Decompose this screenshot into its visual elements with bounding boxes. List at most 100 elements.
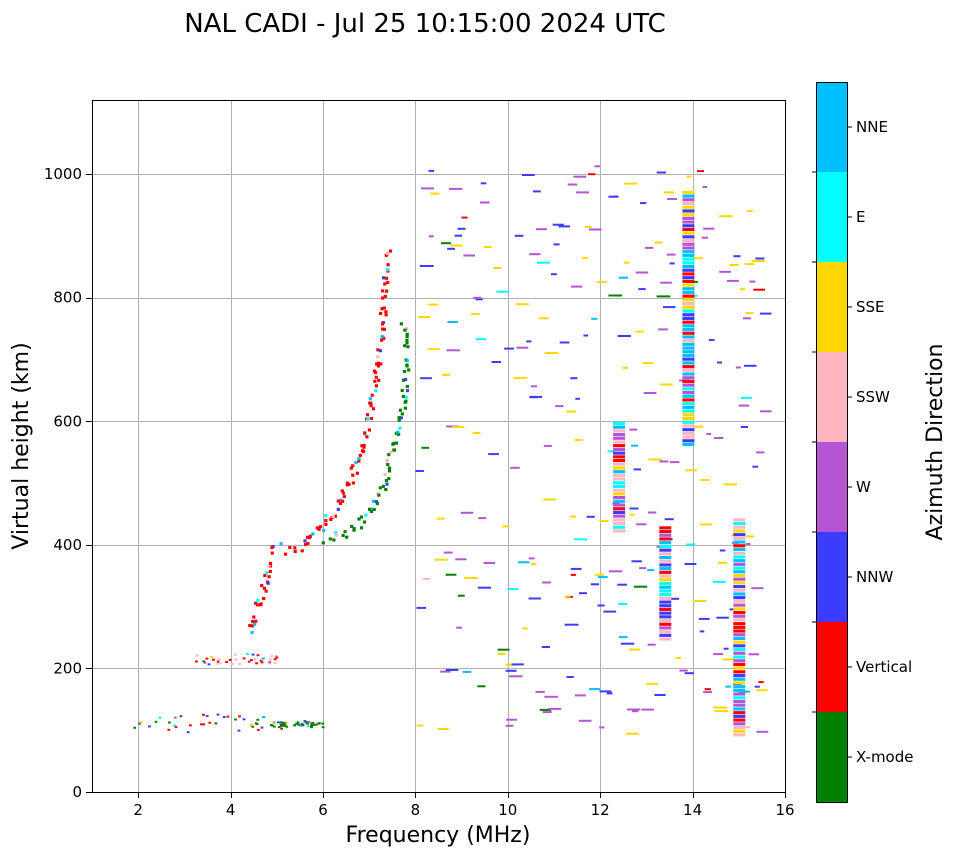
echo-point xyxy=(384,479,388,483)
echo-point xyxy=(445,669,459,671)
echo-point xyxy=(391,442,395,446)
echo-point xyxy=(242,657,246,660)
echo-point xyxy=(682,198,695,202)
echo-point xyxy=(253,658,257,661)
echo-point xyxy=(613,507,626,511)
echo-point xyxy=(682,305,695,309)
echo-point xyxy=(755,257,765,260)
echo-point xyxy=(597,576,608,579)
echo-point xyxy=(268,561,273,565)
echo-point xyxy=(374,384,378,388)
echo-point xyxy=(514,234,524,237)
echo-point xyxy=(542,711,552,714)
echo-point xyxy=(613,440,626,444)
echo-point xyxy=(558,225,570,228)
echo-point xyxy=(682,279,695,283)
echo-point xyxy=(477,685,486,688)
echo-point xyxy=(350,524,354,528)
echo-point xyxy=(660,281,672,284)
echo-point xyxy=(659,556,672,560)
echo-point xyxy=(321,722,325,725)
echo-point xyxy=(713,706,728,709)
echo-point xyxy=(233,653,237,656)
echo-point xyxy=(385,458,389,462)
echo-point xyxy=(733,696,746,700)
echo-point xyxy=(733,666,746,670)
echo-point xyxy=(382,327,387,331)
echo-point xyxy=(733,540,746,544)
echo-point xyxy=(682,409,695,413)
echo-point xyxy=(321,726,325,729)
echo-point xyxy=(516,346,529,349)
colorbar-segment xyxy=(816,532,847,622)
echo-point xyxy=(733,599,746,603)
echo-point xyxy=(682,294,695,298)
echo-point xyxy=(682,324,695,328)
echo-point xyxy=(341,499,345,503)
y-axis-label: Virtual height (km) xyxy=(9,342,34,549)
echo-point xyxy=(714,437,724,439)
echo-point xyxy=(352,526,356,530)
echo-point xyxy=(566,676,574,678)
echo-point xyxy=(646,682,659,685)
echo-point xyxy=(478,517,487,520)
echo-point xyxy=(631,560,642,563)
echo-point xyxy=(420,377,432,380)
echo-point xyxy=(389,450,393,454)
echo-point xyxy=(733,611,746,615)
echo-point xyxy=(352,528,356,532)
echo-point xyxy=(186,731,190,734)
echo-point xyxy=(310,726,313,729)
echo-point xyxy=(207,663,211,666)
echo-point xyxy=(378,486,382,490)
echo-point xyxy=(733,518,746,522)
colorbar-segment xyxy=(816,172,847,262)
x-tick-label: 6 xyxy=(318,801,328,819)
echo-point xyxy=(528,597,541,600)
echo-point xyxy=(626,732,639,735)
echo-point xyxy=(379,312,383,316)
echo-point xyxy=(745,312,754,315)
echo-point xyxy=(400,412,404,416)
echo-point xyxy=(238,715,241,718)
echo-point xyxy=(733,588,746,592)
echo-point xyxy=(255,662,258,665)
echo-point xyxy=(627,708,641,711)
echo-point xyxy=(531,563,537,566)
echo-point xyxy=(618,636,628,639)
echo-point xyxy=(659,596,672,600)
echo-point xyxy=(403,328,407,332)
echo-point xyxy=(654,694,666,696)
echo-point xyxy=(262,586,266,590)
echo-point xyxy=(405,359,409,363)
echo-point xyxy=(368,507,372,511)
echo-point xyxy=(283,724,287,727)
colorbar-label: X-mode xyxy=(856,748,913,766)
echo-point xyxy=(738,404,749,407)
echo-point xyxy=(265,571,269,575)
echo-point xyxy=(366,413,370,417)
echo-point xyxy=(733,674,746,678)
y-tick-label: 800 xyxy=(53,289,82,307)
colorbar-segment xyxy=(816,82,847,172)
echo-point xyxy=(590,583,600,586)
echo-point xyxy=(553,243,560,246)
echo-point xyxy=(682,298,695,302)
echo-point xyxy=(384,313,388,317)
echo-point xyxy=(154,720,158,723)
echo-point xyxy=(682,391,695,395)
echo-point xyxy=(613,496,626,500)
echo-point xyxy=(369,417,374,421)
echo-point xyxy=(682,246,695,250)
echo-point xyxy=(275,656,279,659)
echo-point xyxy=(251,620,255,624)
echo-point xyxy=(759,312,772,315)
echo-point xyxy=(446,349,460,352)
echo-point xyxy=(437,728,449,730)
echo-point xyxy=(366,417,370,421)
echo-point xyxy=(591,317,598,320)
echo-point xyxy=(613,459,626,463)
echo-point xyxy=(329,518,333,522)
echo-point xyxy=(608,294,623,297)
